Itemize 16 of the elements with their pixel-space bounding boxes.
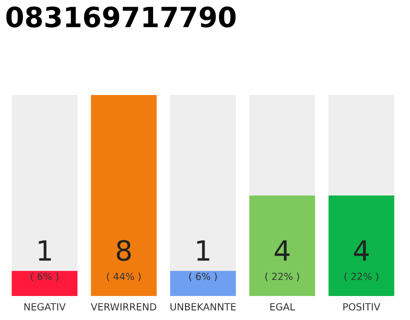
- data-label: 1: [38, 240, 51, 261]
- annotation: ( 6% ): [189, 272, 217, 282]
- x-tick-label: VERWIRREND: [90, 303, 156, 310]
- x-tick-label: POSITIV: [343, 303, 380, 310]
- data-label: 8: [116, 240, 131, 262]
- data-label: 1: [197, 240, 210, 261]
- data-label: 4: [274, 240, 290, 261]
- x-tick-label: UNBEKANNTE: [170, 303, 236, 310]
- annotation: ( 44% ): [106, 272, 141, 282]
- annotation: ( 22% ): [265, 272, 300, 282]
- annotation: ( 6% ): [30, 272, 58, 282]
- data-label: 4: [354, 240, 369, 261]
- chart-title: 083169717790: [6, 6, 236, 28]
- x-tick-label: EGAL: [270, 303, 296, 310]
- x-tick-label: NEGATIV: [24, 303, 66, 310]
- annotation: ( 22% ): [344, 272, 378, 282]
